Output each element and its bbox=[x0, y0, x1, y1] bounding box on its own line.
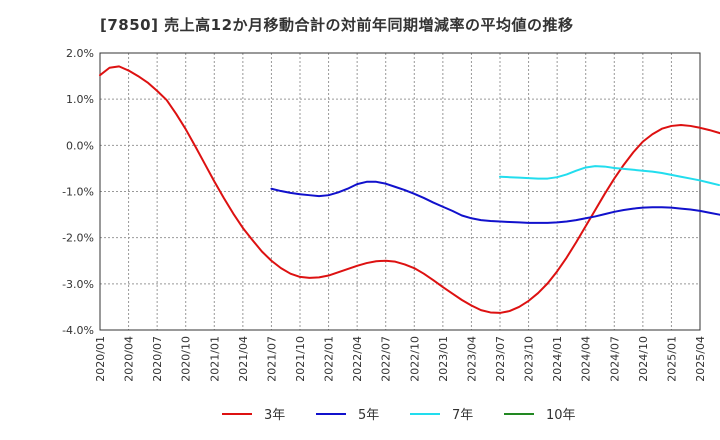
y-tick-label: -1.0% bbox=[62, 186, 94, 199]
x-tick-label: 2025/01 bbox=[665, 336, 678, 382]
x-tick-label: 2020/01 bbox=[94, 336, 107, 382]
y-tick-label: -2.0% bbox=[62, 232, 94, 245]
x-tick-label: 2021/01 bbox=[208, 336, 221, 382]
x-tick-label: 2021/04 bbox=[237, 336, 250, 382]
legend-label: 5年 bbox=[358, 408, 379, 423]
x-tick-label: 2020/04 bbox=[123, 336, 136, 382]
x-tick-label: 2020/07 bbox=[151, 336, 164, 382]
y-tick-label: 2.0% bbox=[66, 47, 94, 60]
x-tick-label: 2022/04 bbox=[351, 336, 364, 382]
x-tick-label: 2020/10 bbox=[180, 336, 193, 382]
legend-label: 10年 bbox=[546, 408, 576, 423]
x-tick-label: 2022/10 bbox=[408, 336, 421, 382]
series-line bbox=[270, 180, 720, 224]
plot-frame bbox=[99, 52, 701, 331]
x-tick-label: 2024/10 bbox=[637, 336, 650, 382]
x-tick-label: 2023/07 bbox=[494, 336, 507, 382]
x-tick-label: 2024/04 bbox=[580, 336, 593, 382]
legend-label: 7年 bbox=[452, 408, 473, 423]
x-tick-label: 2023/01 bbox=[437, 336, 450, 382]
x-tick-label: 2023/04 bbox=[465, 336, 478, 382]
x-tick-label: 2022/07 bbox=[380, 336, 393, 382]
x-tick-label: 2024/07 bbox=[608, 336, 621, 382]
chart-title: [7850] 売上高12か月移動合計の対前年同期増減率の平均値の推移 bbox=[100, 16, 574, 34]
y-tick-label: 1.0% bbox=[66, 93, 94, 106]
legend: 3年 5年 7年 10年 bbox=[222, 408, 576, 423]
legend-label: 3年 bbox=[264, 408, 285, 423]
y-tick-label: -3.0% bbox=[62, 278, 94, 291]
y-tick-label: 0.0% bbox=[66, 139, 94, 152]
series-lines bbox=[99, 65, 720, 314]
x-tick-label: 2025/04 bbox=[694, 336, 707, 382]
grid-lines bbox=[99, 52, 701, 331]
y-tick-labels: 2.0% 1.0% 0.0% -1.0% -2.0% -3.0% -4.0% bbox=[62, 47, 94, 337]
x-tick-label: 2022/01 bbox=[323, 336, 336, 382]
x-tick-label: 2021/07 bbox=[265, 336, 278, 382]
axes bbox=[99, 52, 701, 331]
series-line bbox=[499, 165, 720, 187]
x-tick-labels: 2020/01 2020/04 2020/07 2020/10 2021/01 2021/… bbox=[94, 336, 707, 382]
y-tick-label: -4.0% bbox=[62, 324, 94, 337]
series-line bbox=[99, 65, 720, 314]
x-tick-label: 2024/01 bbox=[551, 336, 564, 382]
x-tick-label: 2023/10 bbox=[523, 336, 536, 382]
x-tick-label: 2021/10 bbox=[294, 336, 307, 382]
